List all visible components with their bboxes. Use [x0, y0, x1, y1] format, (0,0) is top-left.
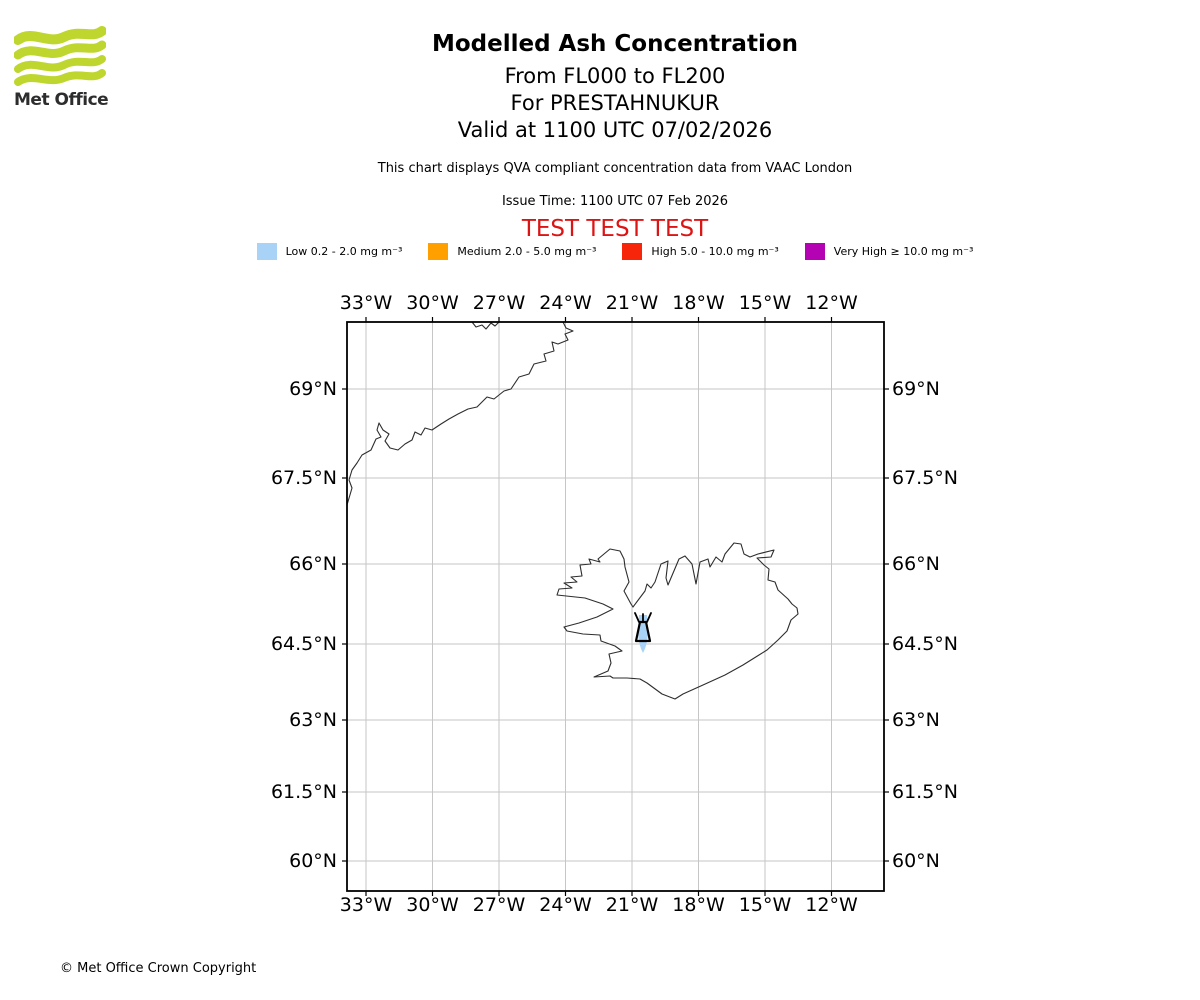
lat-label-left-6: 60°N [289, 850, 337, 872]
lat-label-right-2: 66°N [892, 553, 940, 575]
lon-label-top-6: 15°W [738, 292, 792, 314]
copyright-text: © Met Office Crown Copyright [60, 961, 257, 976]
lon-label-bottom-4: 21°W [605, 894, 659, 916]
map [342, 317, 889, 896]
met-office-logo-text: Met Office [14, 90, 109, 110]
header: Modelled Ash Concentration From FL000 to… [30, 30, 1200, 242]
lon-label-top-5: 18°W [672, 292, 725, 314]
lat-label-right-4: 63°N [892, 709, 940, 731]
lon-label-top-3: 24°W [539, 292, 592, 314]
issue-time-text: Issue Time: 1100 UTC 07 Feb 2026 [501, 194, 729, 209]
lat-label-left-4: 63°N [289, 709, 337, 731]
lon-label-bottom-5: 18°W [672, 894, 725, 916]
lon-label-bottom-6: 15°W [738, 894, 792, 916]
lon-label-bottom-2: 27°W [472, 894, 526, 916]
legend-item-1: Medium 2.0 - 5.0 mg m⁻³ [428, 243, 596, 260]
greenland-coast-notch [471, 321, 500, 330]
lat-label-right-1: 67.5°N [892, 467, 959, 489]
subtitle-flight-levels: From FL000 to FL200 [504, 64, 726, 88]
lon-label-top-2: 27°W [472, 292, 526, 314]
test-banner: TEST TEST TEST [521, 216, 709, 242]
lat-label-left-2: 66°N [289, 553, 337, 575]
lat-label-left-1: 67.5°N [270, 467, 337, 489]
lat-label-left-0: 69°N [289, 378, 337, 400]
legend-swatch [256, 243, 277, 260]
lon-label-top-4: 21°W [605, 292, 659, 314]
volcano-prong [634, 612, 640, 623]
volcano-marker-icon [634, 620, 652, 643]
iceland-coastline [556, 542, 799, 700]
subtitle-valid-time: Valid at 1100 UTC 07/02/2026 [457, 118, 773, 142]
lon-label-bottom-0: 33°W [339, 894, 393, 916]
lon-label-bottom-3: 24°W [539, 894, 592, 916]
legend-item-0: Low 0.2 - 2.0 mg m⁻³ [256, 243, 403, 260]
lat-label-right-3: 64.5°N [892, 633, 959, 655]
map-border [346, 321, 885, 892]
page-title: Modelled Ash Concentration [431, 31, 799, 57]
legend-label: High 5.0 - 10.0 mg m⁻³ [651, 245, 779, 258]
lat-label-right-6: 60°N [892, 850, 940, 872]
volcano-prong [646, 612, 652, 623]
legend-label: Low 0.2 - 2.0 mg m⁻³ [285, 245, 403, 258]
qva-info-text: This chart displays QVA compliant concen… [377, 161, 853, 176]
subtitle-volcano: For PRESTAHNUKUR [510, 91, 720, 115]
lon-label-top-1: 30°W [406, 292, 459, 314]
greenland-coastline [346, 321, 574, 506]
lon-label-bottom-7: 12°W [805, 894, 858, 916]
legend-swatch [428, 243, 449, 260]
met-office-logo: Met Office [14, 26, 124, 110]
lat-label-right-5: 61.5°N [892, 781, 959, 803]
legend-item-2: High 5.0 - 10.0 mg m⁻³ [622, 243, 779, 260]
lon-label-bottom-1: 30°W [406, 894, 459, 916]
lat-label-left-5: 61.5°N [270, 781, 337, 803]
legend-swatch [804, 243, 825, 260]
legend-label: Very High ≥ 10.0 mg m⁻³ [833, 245, 974, 258]
lon-label-top-0: 33°W [339, 292, 393, 314]
legend-label: Medium 2.0 - 5.0 mg m⁻³ [457, 245, 597, 258]
legend-item-3: Very High ≥ 10.0 mg m⁻³ [804, 243, 974, 260]
lon-label-top-7: 12°W [805, 292, 858, 314]
legend-swatch [622, 243, 643, 260]
legend: Low 0.2 - 2.0 mg m⁻³ Medium 2.0 - 5.0 mg … [30, 243, 1200, 260]
met-office-waves-icon [14, 26, 106, 86]
lat-label-right-0: 69°N [892, 378, 940, 400]
lat-label-left-3: 64.5°N [270, 633, 337, 655]
